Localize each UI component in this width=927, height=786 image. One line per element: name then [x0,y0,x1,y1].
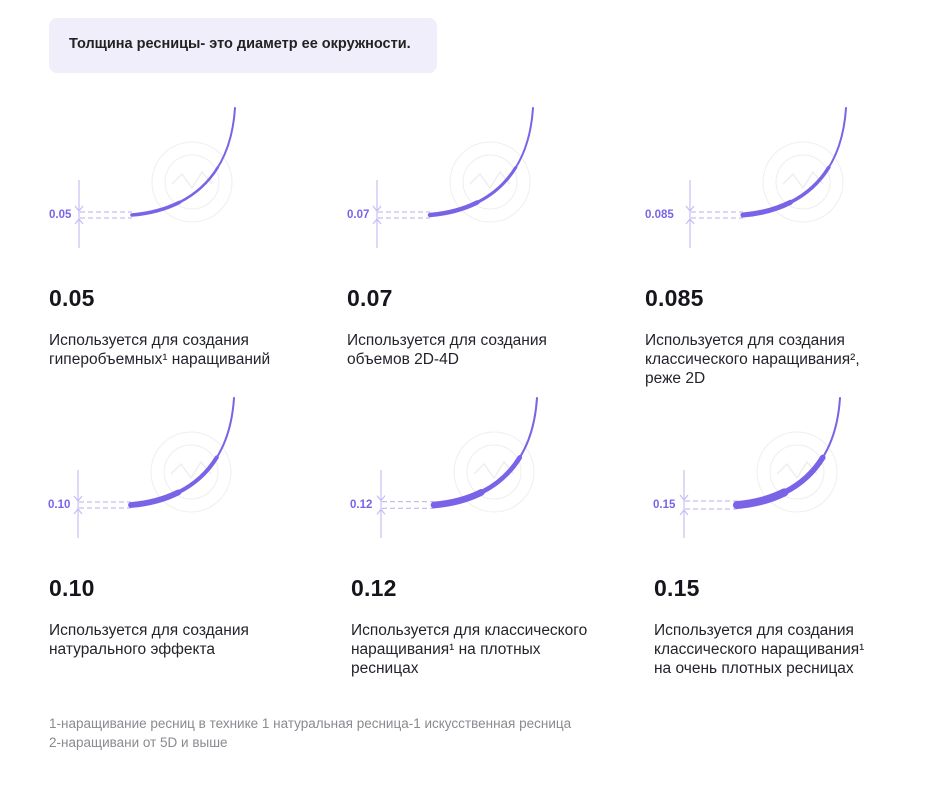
lash-mid-stroke [741,106,848,217]
lash-base-stroke [732,393,845,510]
brand-watermark-logo [150,431,232,513]
watermark-ring-outer [151,141,233,223]
watermark-mark [776,460,818,480]
watermark-mark [782,170,824,190]
brand-watermark-logo [449,141,531,223]
watermark-ring-inner [164,154,220,210]
thickness-description: Используется для классического наращиван… [351,622,588,677]
lash-curve-graphic [376,394,541,538]
measure-arrow-top [685,205,695,212]
thickness-title: 0.07 [347,285,393,311]
measure-arrow-top [73,495,83,502]
lash-base-stroke [430,394,541,509]
lash-curve-graphic [685,105,849,248]
thickness-description: Используется для создания гиперобъемных¹… [49,332,271,368]
thickness-description: Используется для создания классического … [654,622,865,677]
watermark-ring-inner [462,154,518,210]
lash-diagram [338,100,578,260]
thickness-label: 0.15 [653,499,676,511]
measure-arrow-top [679,494,689,501]
lash-diagram [40,100,280,260]
lash-curve-graphic [372,105,536,248]
brand-watermark-logo [762,141,844,223]
measure-arrow-bottom [74,218,84,225]
thickness-title: 0.05 [49,285,95,311]
measure-arrow-bottom [73,508,83,515]
footnotes: 1-наращивание ресниц в технике 1 натурал… [49,714,571,752]
lash-mid-stroke [130,106,237,217]
watermark-ring-inner [775,154,831,210]
lash-base-stroke [740,105,849,218]
thickness-title: 0.12 [351,575,397,601]
watermark-ring-inner [769,444,825,500]
watermark-mark [171,170,213,190]
measure-arrow-top [372,205,382,212]
lash-mid-stroke [431,395,540,508]
watermark-mark [170,460,212,480]
measure-arrow-bottom [679,509,689,516]
thickness-label: 0.085 [645,209,674,221]
thickness-title: 0.10 [49,575,95,601]
thickness-title: 0.15 [654,575,700,601]
callout-text: Толщина ресницы- это диаметр ее окружнос… [69,36,411,52]
lash-mid-stroke [734,395,843,508]
watermark-ring-outer [150,431,232,513]
lash-base-stroke [128,395,237,508]
thickness-description: Используется для создания объемов 2D-4D [347,332,547,368]
lash-diagram [39,390,279,550]
lash-curve-graphic [679,393,845,538]
measure-arrow-bottom [685,218,695,225]
watermark-ring-outer [453,431,535,513]
thickness-label: 0.05 [49,209,72,221]
footnote-2: 2-наращивани от 5D и выше [49,735,228,750]
measure-arrow-bottom [372,218,382,225]
watermark-mark [469,170,511,190]
measure-arrow-top [376,495,386,502]
watermark-ring-outer [756,431,838,513]
thickness-label: 0.10 [48,499,71,511]
lash-base-stroke [427,105,536,218]
brand-watermark-logo [151,141,233,223]
lash-diagram [342,390,582,550]
lash-base-stroke [130,106,237,217]
watermark-ring-outer [449,141,531,223]
measure-arrow-bottom [376,508,386,515]
watermark-ring-inner [466,444,522,500]
definition-callout: Толщина ресницы- это диаметр ее окружнос… [49,18,437,73]
brand-watermark-logo [756,431,838,513]
watermark-ring-outer [762,141,844,223]
watermark-ring-inner [163,444,219,500]
thickness-label: 0.12 [350,499,373,511]
thickness-title: 0.085 [645,285,704,311]
lash-mid-stroke [428,106,535,217]
lash-diagram [645,390,885,550]
lash-mid-stroke [128,395,237,508]
thickness-description: Используется для создания натурального э… [49,622,249,658]
lash-diagram [651,100,891,260]
lash-curve-graphic [74,106,237,248]
measure-arrow-top [74,205,84,212]
brand-watermark-logo [453,431,535,513]
thickness-description: Используется для создания классического … [645,332,860,387]
thickness-label: 0.07 [347,209,370,221]
watermark-mark [473,460,515,480]
lash-curve-graphic [73,395,237,538]
footnote-1: 1-наращивание ресниц в технике 1 натурал… [49,716,572,731]
